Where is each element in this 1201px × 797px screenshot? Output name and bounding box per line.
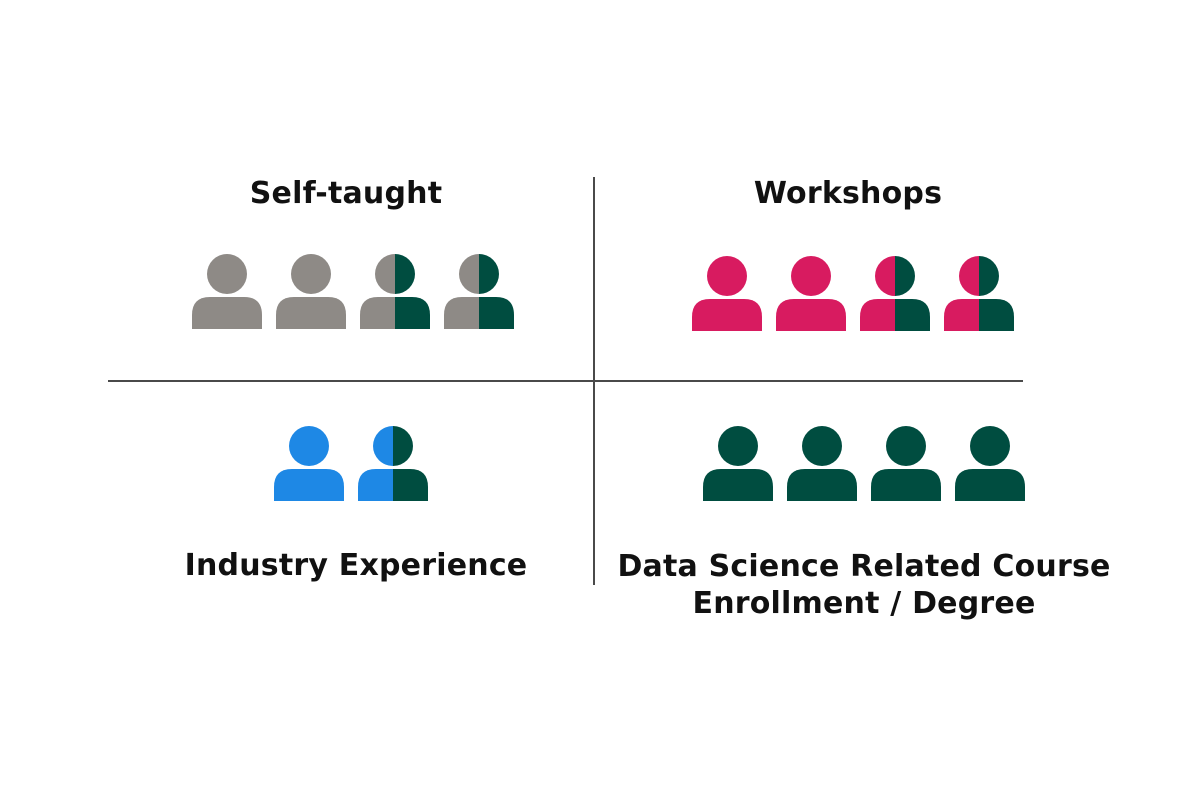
industry-experience-title: Industry Experience — [184, 548, 528, 583]
person-icon — [356, 425, 430, 501]
person-icon-svg — [276, 254, 346, 329]
person-icon-svg — [358, 426, 428, 501]
person-icon-svg — [692, 256, 762, 331]
person-icon-svg — [787, 426, 857, 501]
person-icon — [869, 425, 943, 501]
person-icon — [190, 253, 264, 329]
degree-title-line-2: Enrollment / Degree — [692, 586, 1036, 621]
person-icon — [442, 253, 516, 329]
person-icon — [690, 255, 764, 331]
person-icon-svg — [944, 256, 1014, 331]
person-icon-svg — [955, 426, 1025, 501]
person-icon-svg — [871, 426, 941, 501]
person-icon-svg — [192, 254, 262, 329]
person-icon — [701, 425, 775, 501]
person-icon — [358, 253, 432, 329]
person-icon-svg — [860, 256, 930, 331]
workshops-title: Workshops — [753, 176, 943, 211]
person-icon — [953, 425, 1027, 501]
degree-title: Data Science Related Course Enrollment /… — [598, 548, 1130, 622]
person-icon-svg — [360, 254, 430, 329]
person-icon-svg — [776, 256, 846, 331]
person-icon — [274, 253, 348, 329]
self-taught-title: Self-taught — [249, 176, 443, 211]
person-icon — [774, 255, 848, 331]
person-icon-svg — [444, 254, 514, 329]
person-icon — [942, 255, 1016, 331]
person-icon — [272, 425, 346, 501]
person-icon — [785, 425, 859, 501]
person-icon — [858, 255, 932, 331]
person-icon-svg — [274, 426, 344, 501]
degree-title-line-1: Data Science Related Course — [617, 549, 1111, 584]
person-icon-svg — [703, 426, 773, 501]
horizontal-divider — [108, 380, 1023, 382]
